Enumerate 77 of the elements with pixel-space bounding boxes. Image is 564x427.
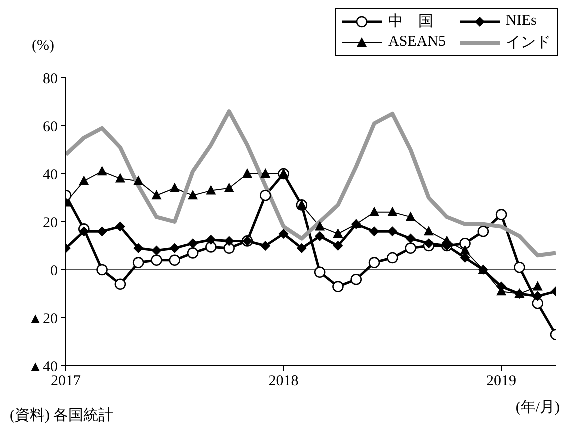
legend-label: 中 国: [388, 12, 434, 31]
point: [152, 246, 162, 256]
point: [115, 173, 126, 183]
point: [532, 298, 544, 310]
point: [114, 278, 126, 290]
point: [260, 168, 271, 178]
point: [496, 209, 508, 220]
point: [260, 190, 272, 202]
line-series: [66, 110, 556, 258]
point: [442, 236, 452, 246]
point: [460, 245, 470, 255]
point: [460, 238, 471, 250]
point: [405, 242, 416, 254]
point: [132, 257, 144, 268]
point: [206, 235, 216, 245]
legend-label: NIEs: [506, 13, 537, 30]
point: [97, 166, 108, 176]
point: [79, 226, 90, 237]
point: [315, 231, 326, 242]
point: [134, 243, 144, 254]
point: [187, 248, 199, 259]
point: [188, 190, 198, 200]
point: [170, 182, 180, 192]
point: [460, 253, 470, 263]
point: [96, 264, 108, 276]
x-tick-label: 2019: [486, 374, 517, 390]
y-tick-label: 0: [50, 263, 58, 280]
x-axis-title: (年/月): [516, 399, 560, 417]
text: (資料) 各国統計: [10, 406, 114, 425]
point: [79, 176, 90, 186]
point: [387, 252, 398, 264]
y-tick-label: 20: [43, 215, 58, 232]
point: [388, 226, 398, 237]
point: [260, 241, 271, 251]
point: [514, 262, 526, 274]
point: [206, 185, 216, 195]
y-tick-label: 60: [43, 119, 58, 136]
point: [151, 254, 162, 266]
point: [206, 242, 217, 253]
point: [406, 234, 416, 244]
point: [224, 242, 235, 254]
point: [370, 226, 380, 237]
point: [169, 254, 181, 266]
point: [424, 226, 434, 236]
point: [134, 176, 144, 186]
point: [424, 238, 434, 249]
point: [388, 206, 398, 216]
point: [350, 274, 362, 286]
y-axis-title: (%): [32, 38, 54, 55]
y-tick-label: ▲40: [28, 359, 58, 376]
point: [532, 281, 543, 291]
point: [406, 212, 416, 222]
point: [224, 182, 234, 192]
point: [368, 257, 380, 268]
y-tick-label: ▲20: [28, 311, 58, 328]
point: [152, 190, 162, 200]
y-tick-label: 40: [43, 167, 58, 184]
point: [242, 168, 252, 178]
point: [333, 241, 344, 251]
point: [478, 226, 490, 238]
point: [296, 243, 307, 254]
x-tick-label: 2018: [268, 374, 299, 390]
point: [224, 236, 234, 246]
x-tick-label: 2017: [51, 374, 82, 390]
point: [332, 281, 344, 292]
point: [188, 238, 198, 249]
point: [115, 222, 126, 232]
point: [278, 229, 289, 239]
point: [315, 221, 326, 231]
legend-label: ASEAN5: [388, 34, 446, 51]
point: [333, 228, 344, 238]
y-tick-label: 80: [43, 71, 58, 88]
legend-label: インド: [506, 34, 551, 52]
point: [97, 226, 108, 237]
point: [170, 243, 180, 254]
point: [314, 266, 326, 278]
point: [370, 206, 380, 216]
